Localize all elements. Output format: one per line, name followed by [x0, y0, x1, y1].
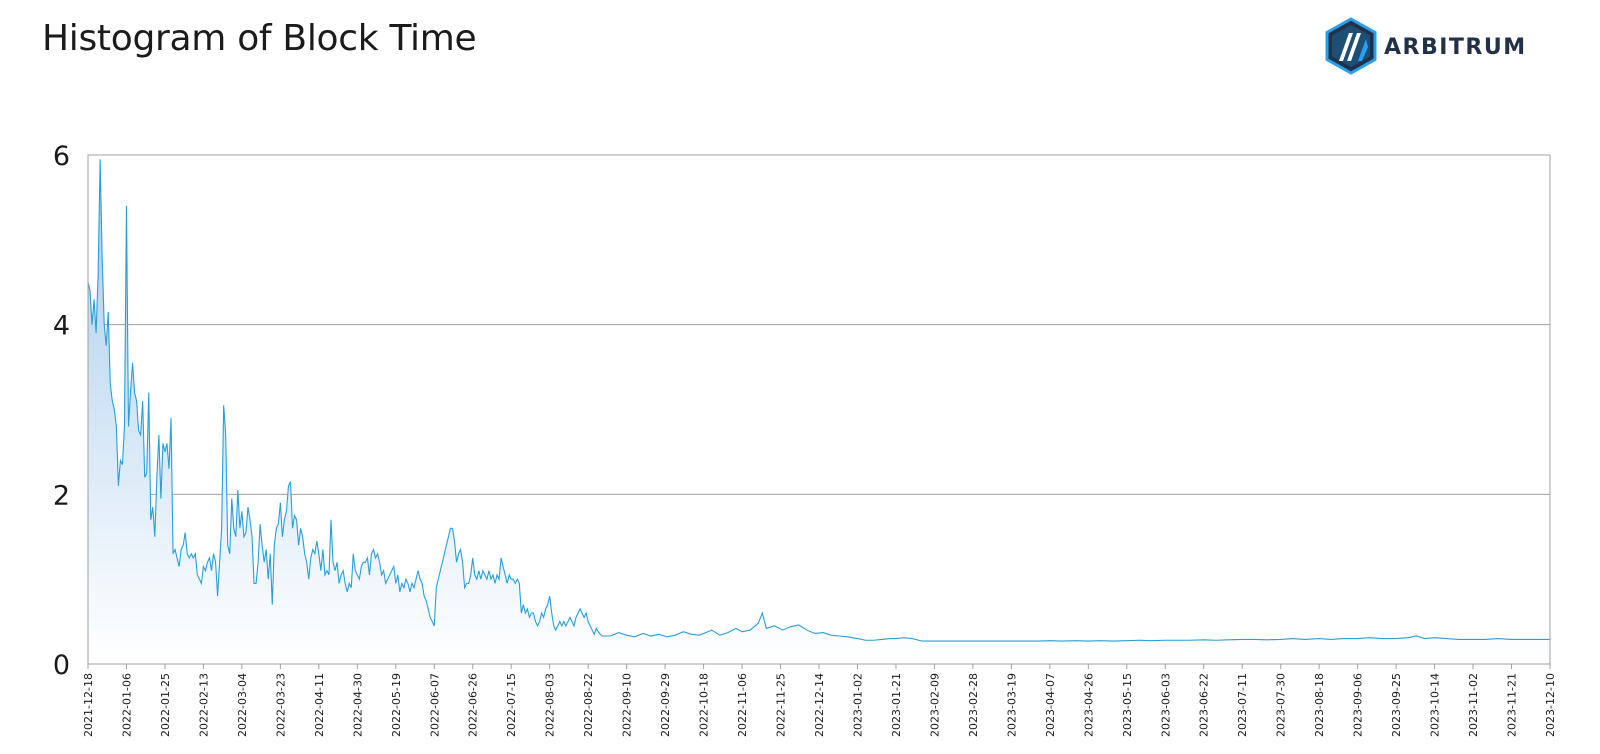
x-tick-label: 2022-08-22	[582, 673, 595, 737]
arbitrum-wordmark: ARBITRUM	[1384, 35, 1527, 60]
block-time-area	[88, 159, 1550, 665]
x-tick-label: 2023-09-06	[1352, 673, 1365, 737]
x-tick-label: 2022-09-29	[659, 673, 672, 737]
x-tick-label: 2023-02-09	[928, 673, 941, 737]
x-tick-label: 2022-11-06	[736, 673, 749, 737]
x-tick-label: 2022-10-18	[698, 673, 711, 737]
block-time-line	[87, 159, 1550, 642]
x-tick-label: 2022-04-30	[351, 673, 364, 737]
x-tick-label: 2022-07-15	[505, 673, 518, 737]
x-tick-label: 2023-06-22	[1198, 673, 1211, 737]
x-axis-ticks: 2021-12-18 2022-01-06 2022-01-25 2022-02-13…	[82, 664, 1557, 737]
x-tick-label: 2022-12-14	[813, 673, 826, 737]
x-tick-label: 2023-07-30	[1275, 673, 1288, 737]
x-tick-label: 2023-11-21	[1506, 673, 1519, 737]
x-tick-label: 2023-11-02	[1467, 673, 1480, 737]
x-tick-label: 2023-02-28	[967, 673, 980, 737]
x-tick-label: 2022-11-25	[775, 673, 788, 737]
x-tick-label: 2023-03-19	[1005, 673, 1018, 737]
y-tick-label: 4	[53, 311, 70, 342]
x-tick-label: 2021-12-18	[82, 673, 95, 737]
x-tick-label: 2023-12-10	[1544, 673, 1557, 737]
x-tick-label: 2023-07-11	[1236, 673, 1249, 737]
x-tick-label: 2023-08-18	[1313, 673, 1326, 737]
x-tick-label: 2023-01-21	[890, 673, 903, 737]
y-tick-label: 2	[53, 480, 70, 511]
x-tick-label: 2023-05-15	[1121, 673, 1134, 737]
x-tick-label: 2022-01-06	[120, 673, 133, 737]
x-tick-label: 2023-04-07	[1044, 673, 1057, 737]
arbitrum-hexagon-icon	[1325, 17, 1377, 75]
x-tick-label: 2022-03-23	[274, 673, 287, 737]
x-tick-label: 2023-10-14	[1429, 673, 1442, 737]
y-tick-label: 0	[53, 650, 70, 681]
arbitrum-logo: ARBITRUM	[1325, 17, 1527, 75]
y-axis-ticks: 0 2 4 6	[53, 141, 70, 681]
chart-title: Histogram of Block Time	[42, 18, 477, 59]
x-tick-label: 2022-06-26	[467, 673, 480, 737]
x-tick-label: 2023-04-26	[1082, 673, 1095, 737]
x-tick-label: 2022-08-03	[544, 673, 557, 737]
x-tick-label: 2022-03-04	[236, 673, 249, 737]
x-tick-label: 2022-06-07	[428, 673, 441, 737]
plot-frame	[87, 154, 1551, 665]
x-tick-label: 2023-01-02	[851, 673, 864, 737]
x-tick-label: 2022-05-19	[390, 673, 403, 737]
x-tick-label: 2023-09-25	[1390, 673, 1403, 737]
x-tick-label: 2022-02-13	[197, 673, 210, 737]
x-tick-label: 2022-04-11	[313, 673, 326, 737]
x-tick-label: 2023-06-03	[1159, 673, 1172, 737]
x-tick-label: 2022-01-25	[159, 673, 172, 737]
y-tick-label: 6	[53, 141, 70, 172]
x-tick-label: 2022-09-10	[621, 673, 634, 737]
grid-lines	[88, 324, 1550, 495]
